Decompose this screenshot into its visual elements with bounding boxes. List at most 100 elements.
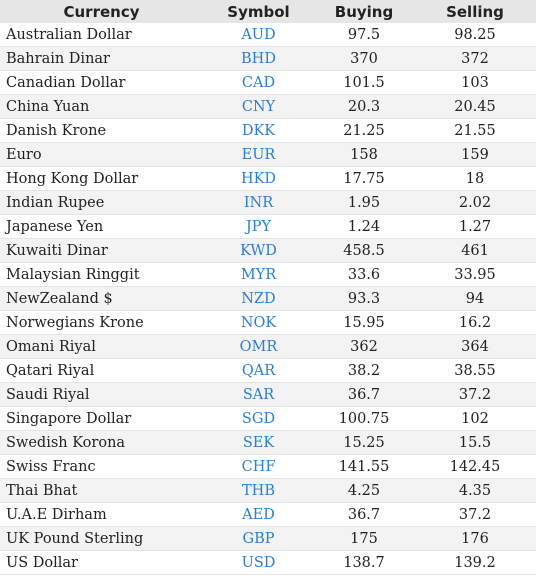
buying-rate: 38.2 [314, 358, 414, 383]
buying-rate: 138.7 [314, 550, 414, 575]
currency-symbol: GBP [203, 526, 314, 551]
table-row: Thai Bhat THB 4.25 4.35 [0, 478, 536, 503]
table-row: Euro EUR 158 159 [0, 142, 536, 167]
selling-rate: 176 [414, 526, 536, 551]
buying-rate: 15.25 [314, 430, 414, 455]
currency-name: NewZealand $ [0, 286, 203, 311]
selling-rate: 38.55 [414, 358, 536, 383]
currency-symbol: DKK [203, 118, 314, 143]
currency-name: Kuwaiti Dinar [0, 238, 203, 263]
currency-name: Euro [0, 142, 203, 167]
currency-name: Qatari Riyal [0, 358, 203, 383]
table-row: China Yuan CNY 20.3 20.45 [0, 94, 536, 119]
currency-name: Omani Riyal [0, 334, 203, 359]
currency-symbol: NOK [203, 310, 314, 335]
buying-rate: 17.75 [314, 166, 414, 191]
selling-rate: 1.27 [414, 214, 536, 239]
selling-rate: 461 [414, 238, 536, 263]
selling-rate: 33.95 [414, 262, 536, 287]
selling-rate: 20.45 [414, 94, 536, 119]
buying-rate: 141.55 [314, 454, 414, 479]
table-row: Danish Krone DKK 21.25 21.55 [0, 118, 536, 143]
header-buying: Buying [314, 0, 414, 23]
table-header-row: Currency Symbol Buying Selling [0, 0, 536, 23]
currency-name: Danish Krone [0, 118, 203, 143]
buying-rate: 93.3 [314, 286, 414, 311]
buying-rate: 370 [314, 46, 414, 71]
selling-rate: 21.55 [414, 118, 536, 143]
currency-symbol: CHF [203, 454, 314, 479]
currency-name: Bahrain Dinar [0, 46, 203, 71]
selling-rate: 102 [414, 406, 536, 431]
currency-name: U.A.E Dirham [0, 502, 203, 527]
table-row: Saudi Riyal SAR 36.7 37.2 [0, 382, 536, 407]
currency-name: China Yuan [0, 94, 203, 119]
table-row: Swiss Franc CHF 141.55 142.45 [0, 454, 536, 479]
buying-rate: 4.25 [314, 478, 414, 503]
header-selling: Selling [414, 0, 536, 23]
table-row: Singapore Dollar SGD 100.75 102 [0, 406, 536, 431]
currency-name: Hong Kong Dollar [0, 166, 203, 191]
currency-name: Saudi Riyal [0, 382, 203, 407]
table-row: Malaysian Ringgit MYR 33.6 33.95 [0, 262, 536, 287]
buying-rate: 20.3 [314, 94, 414, 119]
currency-name: Canadian Dollar [0, 70, 203, 95]
currency-symbol: SEK [203, 430, 314, 455]
currency-name: US Dollar [0, 550, 203, 575]
selling-rate: 103 [414, 70, 536, 95]
selling-rate: 94 [414, 286, 536, 311]
currency-symbol: MYR [203, 262, 314, 287]
selling-rate: 139.2 [414, 550, 536, 575]
currency-name: Australian Dollar [0, 23, 203, 47]
table-row: Bahrain Dinar BHD 370 372 [0, 46, 536, 71]
table-row: Indian Rupee INR 1.95 2.02 [0, 190, 536, 215]
header-symbol: Symbol [203, 0, 314, 23]
currency-name: Malaysian Ringgit [0, 262, 203, 287]
currency-symbol: INR [203, 190, 314, 215]
currency-symbol: EUR [203, 142, 314, 167]
currency-symbol: SAR [203, 382, 314, 407]
currency-symbol: JPY [203, 214, 314, 239]
buying-rate: 362 [314, 334, 414, 359]
selling-rate: 98.25 [414, 23, 536, 47]
selling-rate: 2.02 [414, 190, 536, 215]
selling-rate: 4.35 [414, 478, 536, 503]
currency-symbol: CNY [203, 94, 314, 119]
currency-name: UK Pound Sterling [0, 526, 203, 551]
table-row: Canadian Dollar CAD 101.5 103 [0, 70, 536, 95]
table-row: Qatari Riyal QAR 38.2 38.55 [0, 358, 536, 383]
buying-rate: 175 [314, 526, 414, 551]
currency-symbol: AUD [203, 23, 314, 47]
selling-rate: 372 [414, 46, 536, 71]
table-row: Kuwaiti Dinar KWD 458.5 461 [0, 238, 536, 263]
currency-symbol: NZD [203, 286, 314, 311]
currency-symbol: AED [203, 502, 314, 527]
selling-rate: 18 [414, 166, 536, 191]
currency-symbol: CAD [203, 70, 314, 95]
currency-symbol: KWD [203, 238, 314, 263]
table-row: NewZealand $ NZD 93.3 94 [0, 286, 536, 311]
table-row: Norwegians Krone NOK 15.95 16.2 [0, 310, 536, 335]
buying-rate: 15.95 [314, 310, 414, 335]
currency-name: Thai Bhat [0, 478, 203, 503]
selling-rate: 16.2 [414, 310, 536, 335]
table-row: Japanese Yen JPY 1.24 1.27 [0, 214, 536, 239]
table-row: Australian Dollar AUD 97.5 98.25 [0, 23, 536, 47]
table-row: US Dollar USD 138.7 139.2 [0, 550, 536, 575]
table-row: U.A.E Dirham AED 36.7 37.2 [0, 502, 536, 527]
buying-rate: 36.7 [314, 382, 414, 407]
buying-rate: 36.7 [314, 502, 414, 527]
selling-rate: 142.45 [414, 454, 536, 479]
buying-rate: 100.75 [314, 406, 414, 431]
currency-symbol: QAR [203, 358, 314, 383]
currency-symbol: BHD [203, 46, 314, 71]
selling-rate: 37.2 [414, 502, 536, 527]
buying-rate: 1.24 [314, 214, 414, 239]
header-currency: Currency [0, 0, 203, 23]
table-row: UK Pound Sterling GBP 175 176 [0, 526, 536, 551]
buying-rate: 21.25 [314, 118, 414, 143]
table-row: Omani Riyal OMR 362 364 [0, 334, 536, 359]
buying-rate: 158 [314, 142, 414, 167]
currency-symbol: THB [203, 478, 314, 503]
